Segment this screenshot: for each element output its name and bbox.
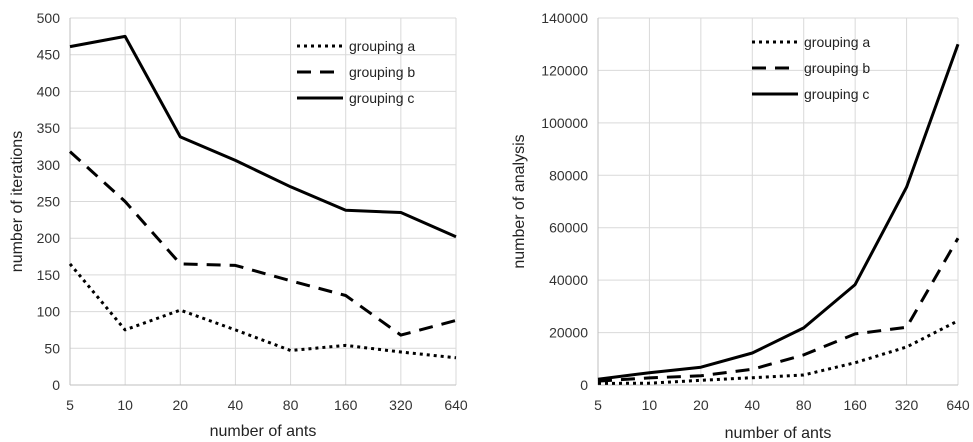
legend-label: grouping c [804,86,869,102]
legend-label: grouping b [349,64,415,80]
y-tick-label: 200 [37,230,61,246]
y-tick-label: 100 [37,304,61,320]
x-tick-label: 20 [172,397,188,413]
y-axis-title: number of analysis [511,134,528,268]
x-tick-label: 320 [389,397,413,413]
legend-label: grouping b [804,60,870,76]
series-line-grouping-b [70,152,456,336]
x-axis-title: number of ants [210,423,317,440]
x-tick-label: 160 [843,397,867,413]
legend-label: grouping a [804,34,870,50]
y-tick-label: 80000 [549,167,588,183]
x-tick-label: 640 [946,397,970,413]
x-tick-label: 320 [895,397,919,413]
x-tick-label: 40 [228,397,244,413]
x-tick-label: 80 [283,397,299,413]
y-tick-label: 100000 [541,115,588,131]
y-tick-label: 450 [37,47,61,63]
series-line-grouping-a [598,321,958,384]
series-line-grouping-a [70,264,456,358]
y-tick-label: 120000 [541,62,588,78]
x-tick-label: 80 [796,397,812,413]
x-tick-label: 40 [744,397,760,413]
y-tick-label: 300 [37,157,61,173]
y-tick-label: 20000 [549,325,588,341]
chart-2: 0 20000 40000 60000 80000 100000 120000 140000 5… [511,10,970,442]
x-tick-label: 20 [693,397,709,413]
legend-label: grouping c [349,90,414,106]
x-axis-title: number of ants [725,425,832,442]
y-tick-label: 0 [580,377,588,393]
y-tick-label: 250 [37,194,61,210]
x-tick-label: 640 [444,397,468,413]
y-tick-label: 150 [37,267,61,283]
x-tick-label: 160 [334,397,358,413]
y-tick-label: 40000 [549,272,588,288]
x-tick-label: 5 [66,397,74,413]
x-tick-label: 10 [642,397,658,413]
x-tick-label: 5 [594,397,602,413]
y-tick-label: 60000 [549,220,588,236]
chart-1: 0 50 100 150 200 250 300 350 400 450 500 5 10 20 40 80 1… [9,10,468,440]
series-line-grouping-b [598,238,958,381]
legend-label: grouping a [349,38,415,54]
y-tick-label: 350 [37,120,61,136]
y-axis-title: number of iterations [9,131,26,272]
y-tick-label: 140000 [541,10,588,26]
y-tick-label: 500 [37,10,61,26]
y-tick-label: 50 [44,340,60,356]
y-tick-label: 400 [37,83,61,99]
x-tick-label: 10 [117,397,133,413]
y-tick-label: 0 [52,377,60,393]
